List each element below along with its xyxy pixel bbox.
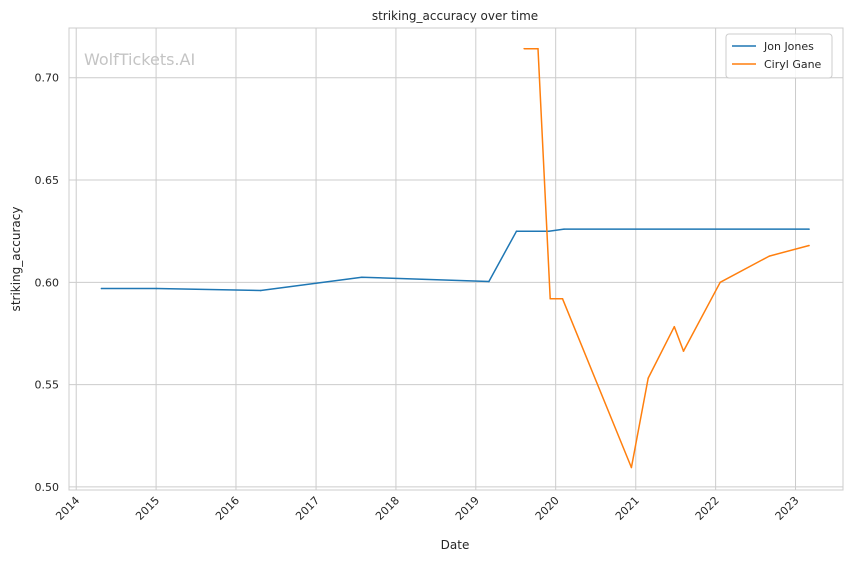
- x-tick-label: 2022: [693, 494, 722, 523]
- data-point-ciryl-gane: [630, 466, 633, 469]
- series-line-jon-jones: [101, 228, 810, 292]
- y-tick-label: 0.60: [35, 276, 60, 289]
- x-tick-label: 2023: [773, 494, 802, 523]
- data-point-ciryl-gane: [719, 281, 721, 284]
- x-axis-label: Date: [441, 538, 470, 552]
- x-tick-label: 2014: [53, 494, 82, 523]
- data-point-ciryl-gane: [549, 297, 551, 300]
- watermark: WolfTickets.AI: [84, 50, 195, 69]
- y-tick-label: 0.50: [35, 481, 60, 494]
- legend: Jon Jones Ciryl Gane: [725, 33, 833, 79]
- data-point-ciryl-gane: [537, 47, 539, 50]
- x-tick-label: 2016: [213, 494, 242, 523]
- data-point-jon-jones: [100, 287, 103, 290]
- data-point-jon-jones: [361, 276, 363, 278]
- legend-label-ciryl-gane: Ciryl Gane: [764, 58, 822, 71]
- data-point-jon-jones: [808, 228, 810, 230]
- data-point-ciryl-gane: [523, 47, 525, 50]
- data-point-jon-jones: [488, 280, 490, 283]
- grid: [69, 28, 843, 490]
- series-line-ciryl-gane: [524, 47, 810, 469]
- data-point-ciryl-gane: [673, 325, 676, 328]
- y-tick-label: 0.55: [35, 379, 60, 392]
- y-tick-label: 0.70: [35, 72, 60, 85]
- legend-label-jon-jones: Jon Jones: [763, 40, 814, 53]
- x-tick-label: 2019: [453, 494, 482, 523]
- x-tick-label: 2017: [293, 494, 322, 523]
- data-point-ciryl-gane: [768, 255, 771, 257]
- x-tick-label: 2021: [613, 494, 642, 523]
- data-point-jon-jones: [515, 230, 518, 232]
- data-point-jon-jones: [563, 228, 565, 230]
- data-point-ciryl-gane: [808, 244, 810, 247]
- y-axis-label: striking_accuracy: [9, 207, 23, 312]
- plot-frame: [68, 27, 844, 491]
- data-point-ciryl-gane: [561, 297, 564, 300]
- x-tick-label: 2018: [373, 494, 402, 523]
- x-tick-label: 2020: [533, 494, 562, 523]
- data-point-jon-jones: [548, 230, 550, 232]
- legend-box: [725, 33, 833, 79]
- data-point-jon-jones: [259, 289, 262, 292]
- data-point-ciryl-gane: [647, 377, 649, 379]
- y-tick-label: 0.65: [35, 174, 60, 187]
- data-point-ciryl-gane: [682, 350, 685, 352]
- chart-title: striking_accuracy over time: [372, 9, 538, 23]
- data-point-jon-jones: [155, 287, 158, 290]
- series-lines: [100, 47, 810, 469]
- x-tick-label: 2015: [133, 494, 162, 523]
- x-axis-ticks: 2014 2015 2016 2017 2018 2019 2020 2021 2022 2023: [53, 494, 801, 523]
- y-axis-ticks: 0.50 0.55 0.60 0.65 0.70: [35, 72, 60, 494]
